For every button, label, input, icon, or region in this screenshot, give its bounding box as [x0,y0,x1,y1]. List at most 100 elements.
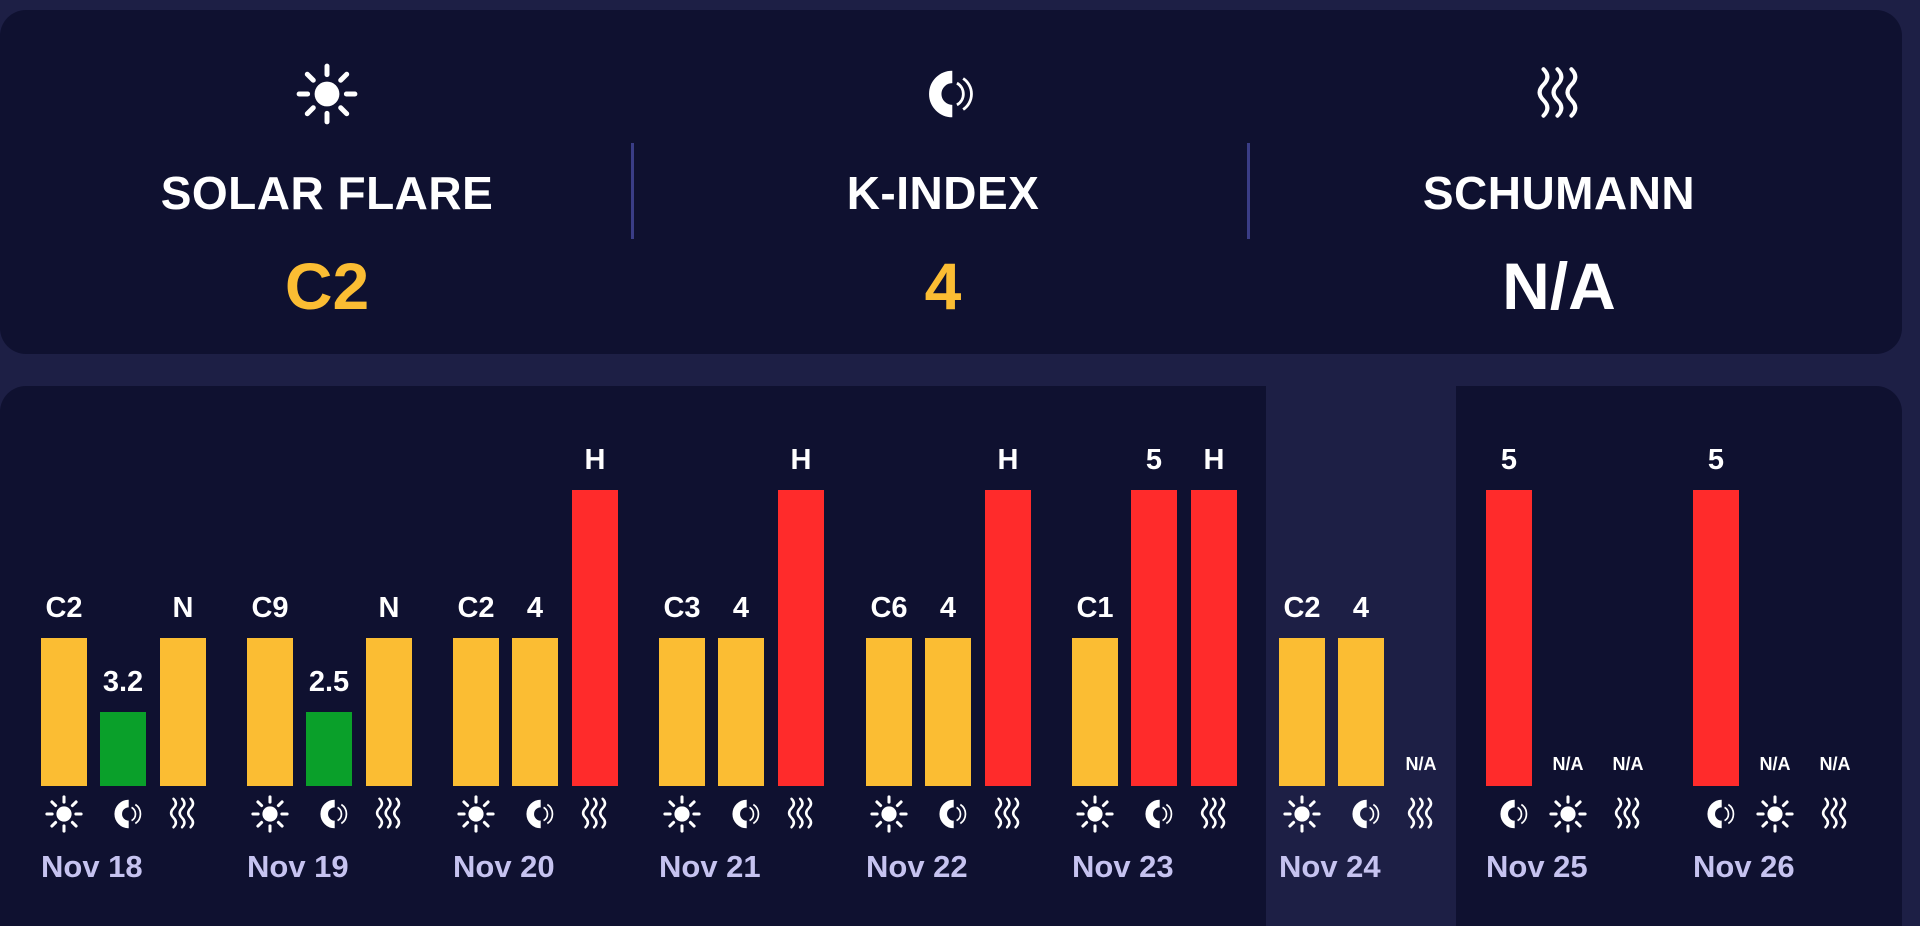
magnet-icon [925,794,971,834]
day-column: 5 N/A N/A Nov 26 [1652,386,1851,926]
solar-bar-label: C2 [45,592,83,624]
waves-icon [1812,794,1858,834]
magnet-icon [100,794,146,834]
schumann-value: N/A [1502,249,1616,323]
day-column: C3 4 H Nov 21 [618,386,824,926]
schumann-bar-label: N/A [1405,754,1437,774]
schumann-bar [778,490,824,786]
solar-bar-label: C1 [1076,592,1114,624]
schumann-bar-label: N [378,592,400,624]
magnet-icon [643,58,1243,130]
solar-bar [1072,638,1118,786]
solar-flare-value: C2 [284,249,370,323]
kindex-bar [1486,490,1532,786]
waves-icon [572,794,618,834]
solar-bar-label: C6 [870,592,908,624]
waves-icon [1191,794,1237,834]
day-date-label: Nov 22 [866,849,968,884]
solar-bar [659,638,705,786]
day-column: C2 4 N/A Nov 24 [1238,386,1437,926]
schumann-bar [1191,490,1237,786]
magnet-icon [512,794,558,834]
k-index-stat: K-INDEX 4 [643,10,1243,354]
kindex-bar-label: 4 [526,592,544,624]
kindex-bar [718,638,764,786]
kindex-bar [100,712,146,786]
kindex-bar [1338,638,1384,786]
schumann-bar-label: H [584,444,606,476]
waves-icon [985,794,1031,834]
daily-forecast-panel: C2 3.2 N Nov 18 C9 2.5 N Nov 19 C2 4 H Nov 20 C3 4 H No… [0,386,1902,926]
day-date-label: Nov 19 [247,849,349,884]
day-date-label: Nov 21 [659,849,761,884]
kindex-bar-label: 5 [1500,444,1518,476]
sun-icon [41,794,87,834]
current-conditions-panel: SOLAR FLARE C2 K-INDEX 4 SCHUMANN N/A [0,10,1902,354]
k-index-label: K-INDEX [846,167,1040,219]
solar-flare-label: SOLAR FLARE [160,167,494,219]
day-date-label: Nov 23 [1072,849,1174,884]
day-date-label: Nov 24 [1279,849,1381,884]
k-index-value: 4 [924,249,962,323]
kindex-bar [512,638,558,786]
solar-bar-label: C2 [457,592,495,624]
solar-bar [1279,638,1325,786]
solar-bar-label: N/A [1759,754,1791,774]
sun-icon [866,794,912,834]
magnet-icon [1131,794,1177,834]
day-date-label: Nov 20 [453,849,555,884]
sun-icon [1279,794,1325,834]
sun-icon [659,794,705,834]
magnet-icon [1486,794,1532,834]
sun-icon [453,794,499,834]
kindex-bar [306,712,352,786]
day-column: C1 5 H Nov 23 [1031,386,1237,926]
schumann-bar [366,638,412,786]
schumann-bar-label: N [172,592,194,624]
schumann-bar-label: N/A [1819,754,1851,774]
magnet-icon [1693,794,1739,834]
schumann-bar [160,638,206,786]
sun-icon [1545,794,1591,834]
magnet-icon [306,794,352,834]
sun-icon [1752,794,1798,834]
schumann-bar [572,490,618,786]
schumann-bar-label: H [997,444,1019,476]
divider [1247,143,1250,239]
kindex-bar [1693,490,1739,786]
kindex-bar [925,638,971,786]
solar-bar [866,638,912,786]
waves-icon [160,794,206,834]
kindex-bar-label: 5 [1145,444,1163,476]
day-date-label: Nov 25 [1486,849,1588,884]
day-column: C9 2.5 N Nov 19 [206,386,412,926]
sun-icon [247,794,293,834]
sun-icon [27,58,627,130]
kindex-bar-label: 4 [939,592,957,624]
day-column: C2 4 H Nov 20 [412,386,618,926]
kindex-bar-label: 2.5 [308,666,350,698]
solar-bar [41,638,87,786]
solar-bar [247,638,293,786]
solar-flare-stat: SOLAR FLARE C2 [27,10,627,354]
day-column: C2 3.2 N Nov 18 [0,386,206,926]
magnet-icon [718,794,764,834]
kindex-bar-label: 4 [732,592,750,624]
divider [631,143,634,239]
schumann-bar [985,490,1031,786]
schumann-bar-label: H [1203,444,1225,476]
waves-icon [1259,58,1859,130]
waves-icon [1398,794,1444,834]
day-date-label: Nov 26 [1693,849,1795,884]
kindex-bar [1131,490,1177,786]
schumann-bar-label: H [790,444,812,476]
kindex-bar-label: 3.2 [102,666,144,698]
magnet-icon [1338,794,1384,834]
sun-icon [1072,794,1118,834]
kindex-bar-label: 4 [1352,592,1370,624]
kindex-bar-label: 5 [1707,444,1725,476]
waves-icon [1605,794,1651,834]
day-column: 5 N/A N/A Nov 25 [1445,386,1644,926]
waves-icon [778,794,824,834]
solar-bar-label: C9 [251,592,289,624]
